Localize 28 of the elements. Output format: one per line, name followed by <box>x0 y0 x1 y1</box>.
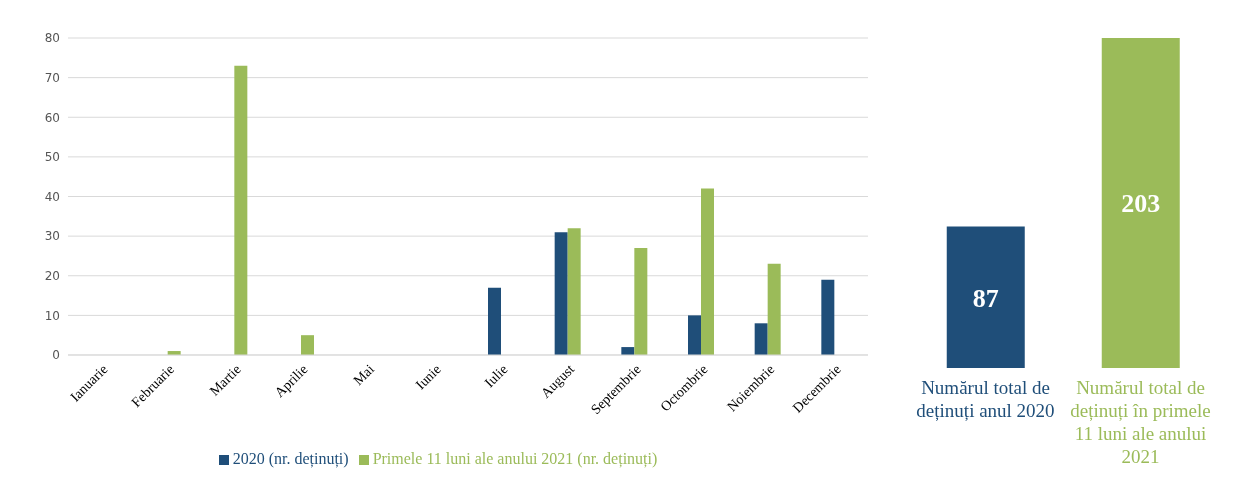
y-tick-label: 20 <box>44 269 60 284</box>
bar <box>754 323 768 355</box>
y-tick-label: 10 <box>44 308 60 323</box>
legend-label: Primele 11 luni ale anului 2021 (nr. deținuți) <box>372 450 658 467</box>
bar <box>634 248 648 355</box>
legend-label: 2020 (nr. deținuți) <box>232 450 349 467</box>
y-tick-label: 70 <box>44 70 60 85</box>
bar <box>488 287 501 355</box>
y-tick-label: 30 <box>44 229 60 244</box>
bar <box>821 279 835 355</box>
x-tick-label: Numărul total de deținuți în primele 11 luni ale anului 2021 <box>1070 377 1211 467</box>
y-tick-label: 80 <box>44 31 60 46</box>
bar <box>234 65 248 355</box>
data-label: 87 <box>972 283 999 313</box>
bar <box>554 232 568 355</box>
y-tick-label: 60 <box>44 110 60 125</box>
y-tick-label: 0 <box>52 348 60 363</box>
bar <box>767 263 781 355</box>
x-tick-label: Mai <box>350 361 378 389</box>
bar <box>701 188 714 355</box>
y-tick-label: 50 <box>44 150 60 165</box>
x-tick-label: Numărul total de deținuți anul 2020 <box>916 377 1055 421</box>
bar <box>688 315 701 355</box>
y-tick-label: 40 <box>44 189 60 204</box>
data-label: 203 <box>1121 189 1161 219</box>
bar <box>567 228 581 355</box>
x-tick-label: Iulie <box>481 361 511 391</box>
bar <box>301 335 314 355</box>
